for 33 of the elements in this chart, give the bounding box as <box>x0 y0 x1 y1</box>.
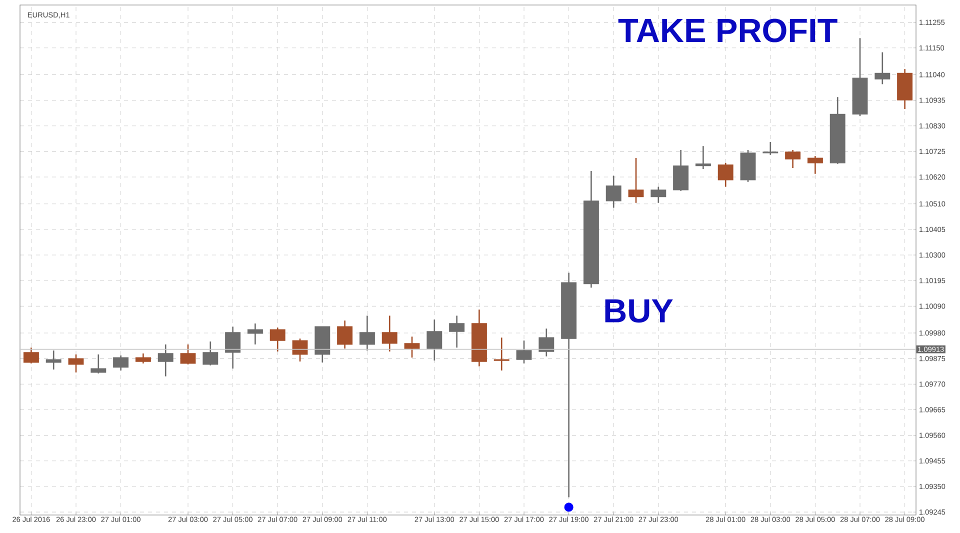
candlestick <box>225 326 241 370</box>
candlestick <box>785 149 801 169</box>
candlestick <box>807 155 823 175</box>
candlestick <box>494 336 510 372</box>
candlestick <box>337 320 353 350</box>
candlestick <box>516 340 532 364</box>
candlestick <box>382 315 398 352</box>
candlestick <box>449 315 465 348</box>
candlestick <box>68 354 84 374</box>
candlestick <box>874 52 890 85</box>
candlestick <box>292 338 308 362</box>
candlestick <box>426 318 442 362</box>
candlestick <box>762 141 778 156</box>
candlestick <box>359 315 375 352</box>
candlestick <box>650 186 666 204</box>
candlestick <box>247 322 263 346</box>
candlestick <box>538 328 554 358</box>
candlestick <box>695 145 711 170</box>
candlestick <box>202 340 218 366</box>
annotation: TAKE PROFIT <box>618 18 838 42</box>
candlestick <box>628 157 644 204</box>
candlestick <box>404 336 420 358</box>
candlestick <box>606 175 622 208</box>
candlestick <box>270 326 286 352</box>
annotation: BUY <box>605 299 673 323</box>
candlestick <box>113 354 129 372</box>
candlestick <box>158 344 174 378</box>
candlestick <box>23 346 39 364</box>
candlestick <box>718 162 734 188</box>
candlestick <box>46 350 62 370</box>
candlestick <box>180 344 196 366</box>
candlestick <box>135 352 151 364</box>
candlestick <box>90 354 106 374</box>
